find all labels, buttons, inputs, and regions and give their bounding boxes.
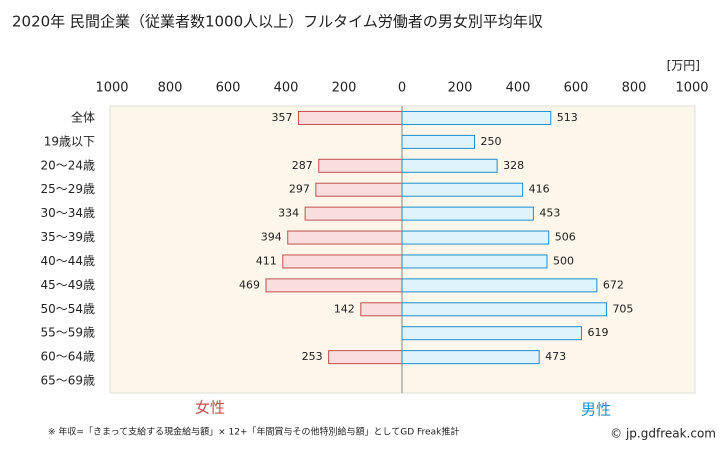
source: © jp.gdfreak.com (610, 427, 716, 441)
note: ※ 年収=「きまって支給する現金給与額」× 12+「年間賞与その他特別給与額」と… (48, 426, 459, 438)
unit-label: [万円] (667, 59, 700, 73)
value-label: 513 (557, 111, 578, 124)
bar (401, 158, 498, 173)
category-label: 30～34歳 (40, 206, 95, 220)
x-tick-label: 200 (448, 81, 473, 96)
bar (401, 350, 540, 365)
x-tick-label: 600 (216, 81, 241, 96)
bar (401, 326, 583, 341)
chart-title: 2020年 民間企業（従業者数1000人以上）フルタイム労働者の男女別平均年収 (12, 13, 543, 31)
bar (401, 110, 552, 125)
bar (328, 350, 403, 365)
value-label: 334 (278, 207, 299, 220)
bar (401, 206, 534, 221)
bar (401, 254, 548, 269)
bar (315, 182, 403, 197)
value-label: 500 (553, 254, 574, 267)
category-label: 50～54歳 (40, 302, 95, 316)
value-label: 469 (239, 278, 260, 291)
value-label: 253 (302, 350, 323, 363)
category-label: 20～24歳 (40, 158, 95, 172)
category-label: 全体 (71, 109, 95, 124)
bar (287, 230, 403, 245)
category-label: 65～69歳 (40, 374, 95, 388)
value-label: 357 (271, 111, 292, 124)
value-label: 287 (292, 159, 313, 172)
bar (401, 230, 550, 245)
bar (304, 206, 403, 221)
x-tick-label: 200 (332, 81, 357, 96)
category-label: 55～59歳 (40, 326, 95, 340)
value-label: 416 (529, 183, 550, 196)
value-label: 619 (588, 326, 609, 339)
x-tick-label: 0 (398, 81, 406, 96)
value-label: 411 (256, 254, 277, 267)
value-label: 142 (334, 302, 355, 315)
legend-label: 男性 (581, 401, 611, 419)
x-tick-label: 400 (274, 81, 299, 96)
value-label: 250 (481, 135, 502, 148)
value-label: 672 (603, 278, 624, 291)
bar (265, 278, 403, 293)
bar (401, 278, 598, 293)
legend-label: 女性 (195, 399, 225, 417)
category-label: 35～39歳 (40, 230, 95, 244)
value-label: 297 (289, 183, 310, 196)
value-label: 506 (555, 231, 576, 244)
x-tick-label: 800 (158, 81, 183, 96)
value-label: 394 (261, 231, 282, 244)
bar (282, 254, 403, 269)
bar (401, 302, 607, 317)
category-label: 19歳以下 (44, 134, 95, 148)
bar (360, 302, 403, 317)
category-label: 25～29歳 (40, 182, 95, 196)
category-label: 60～64歳 (40, 350, 95, 364)
bar (401, 182, 524, 197)
category-label: 40～44歳 (40, 254, 95, 268)
x-tick-label: 1000 (95, 81, 128, 96)
bar (401, 134, 475, 149)
value-label: 705 (612, 302, 633, 315)
value-label: 453 (539, 207, 560, 220)
x-tick-label: 400 (506, 81, 531, 96)
x-tick-label: 600 (564, 81, 589, 96)
x-tick-label: 800 (622, 81, 647, 96)
bar (318, 158, 403, 173)
value-label: 328 (503, 159, 524, 172)
bar (297, 110, 403, 125)
value-label: 473 (545, 350, 566, 363)
x-tick-label: 1000 (675, 81, 708, 96)
category-label: 45～49歳 (40, 278, 95, 292)
